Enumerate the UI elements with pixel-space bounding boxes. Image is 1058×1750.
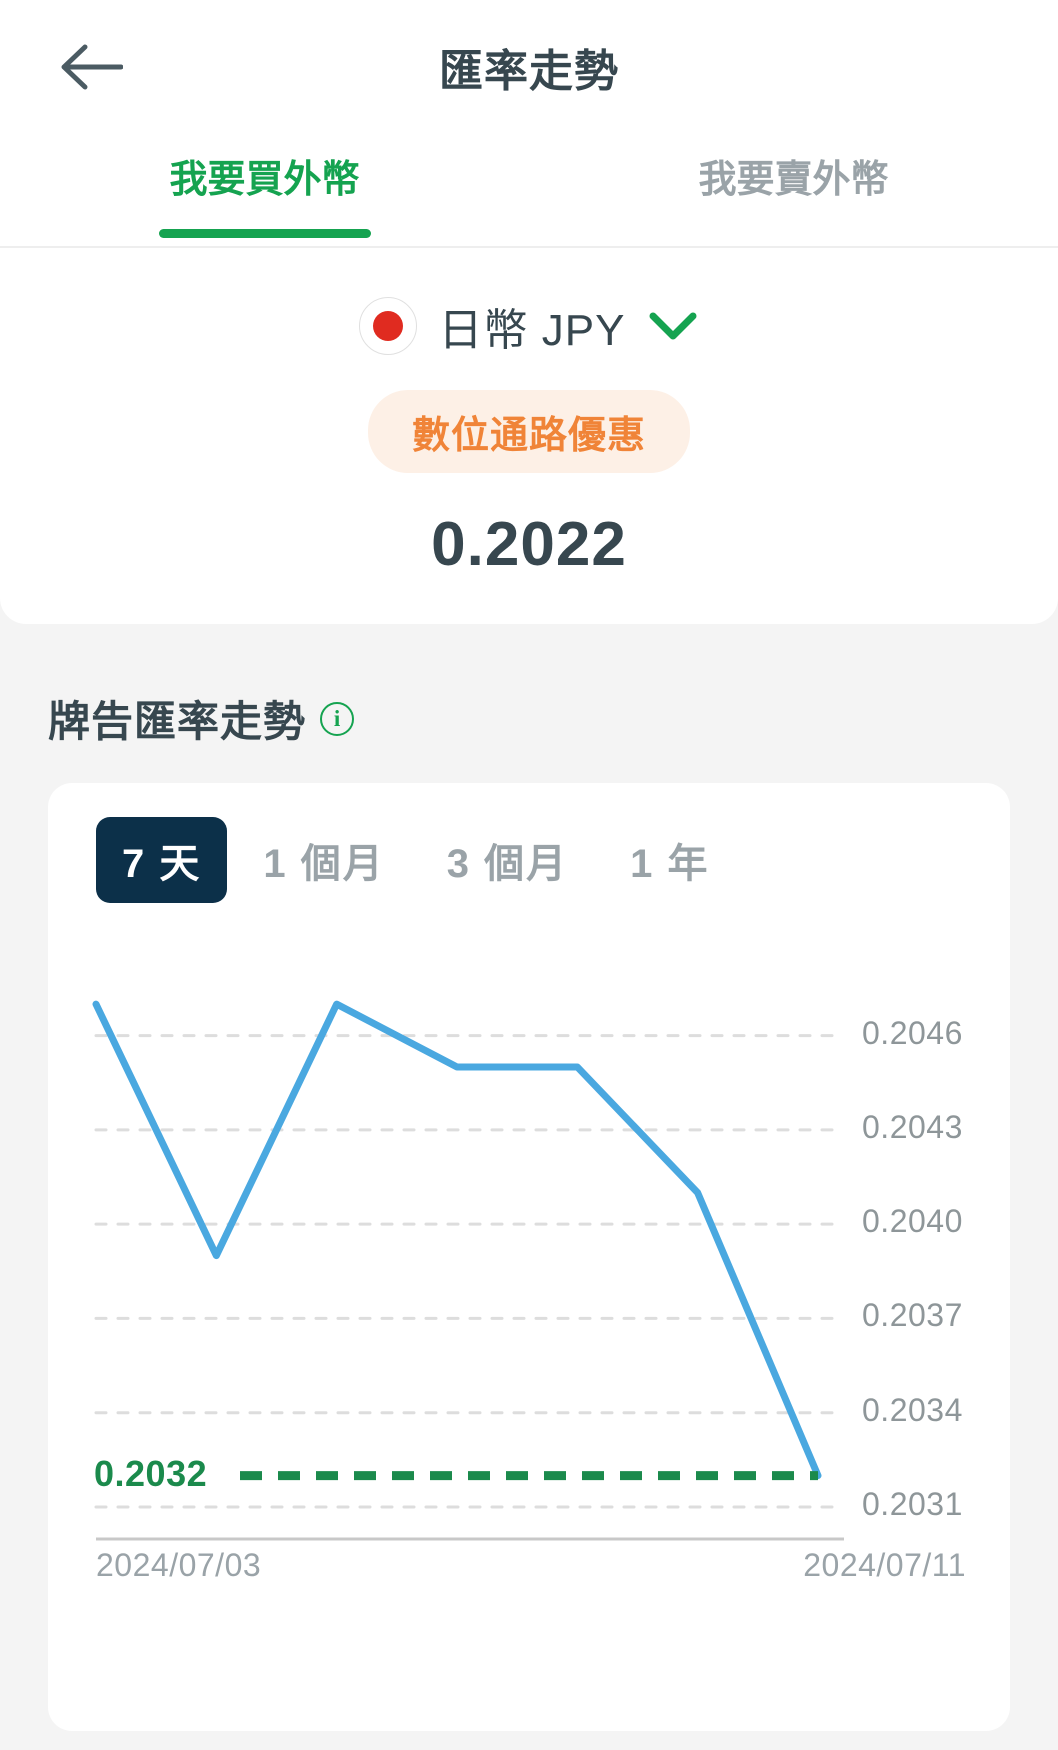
chart-section-header: 牌告匯率走勢 i: [0, 624, 1058, 749]
current-rate-value: 0.2022: [431, 510, 627, 579]
currency-label: 日幣 JPY: [438, 306, 626, 355]
tab-sell-label: 我要賣外幣: [698, 159, 889, 201]
chevron-down-icon[interactable]: [647, 309, 699, 343]
chart-y-tick-label: 0.2043: [862, 1108, 963, 1145]
range-chip-3m[interactable]: 3 個月: [421, 817, 594, 903]
range-chip-7d[interactable]: 7 天: [96, 817, 228, 903]
back-arrow-icon[interactable]: [48, 32, 134, 102]
chart-y-tick-label: 0.2031: [862, 1486, 963, 1522]
range-chip-7d-label: 7 天: [122, 842, 202, 886]
app-header: 匯率走勢: [0, 0, 1058, 134]
chart-section-title: 牌告匯率走勢: [48, 698, 307, 745]
tab-buy-foreign-currency[interactable]: 我要買外幣: [0, 134, 529, 246]
range-selector: 7 天 1 個月 3 個月 1 年: [48, 817, 1010, 903]
japan-flag-disc: [372, 311, 403, 341]
currency-selector[interactable]: 日幣 JPY: [358, 294, 700, 358]
chart-x-start-date: 2024/07/03: [96, 1547, 262, 1583]
chart-y-tick-label: 0.2040: [862, 1203, 963, 1240]
chart-y-tick-label: 0.2037: [862, 1297, 963, 1334]
rate-summary-card: 日幣 JPY 數位通路優惠 0.2022: [0, 248, 1058, 624]
back-arrow-glyph: [61, 44, 123, 90]
rate-line-chart[interactable]: [48, 947, 1010, 1587]
chart-gridlines: [94, 1034, 846, 1509]
chart-y-tick-label: 0.2034: [862, 1391, 963, 1428]
chart-plot-area: 0.2046 0.2043 0.2040 0.2037 0.2034 0.2031 0.2…: [48, 947, 1010, 1587]
chart-y-tick-label: 0.2046: [862, 1014, 963, 1051]
tabbar-divider: [0, 246, 1058, 248]
range-chip-1m[interactable]: 1 個月: [237, 817, 410, 903]
range-chip-1y-label: 1 年: [630, 842, 710, 886]
rate-trend-chart-card: 7 天 1 個月 3 個月 1 年 0.2046 0.2043 0.2040 0.20…: [48, 783, 1010, 1731]
tab-buy-label: 我要買外幣: [169, 159, 360, 201]
chart-data-line: [92, 1000, 822, 1480]
info-circle-icon[interactable]: i: [320, 701, 355, 736]
tab-sell-foreign-currency[interactable]: 我要賣外幣: [529, 134, 1058, 246]
page-title: 匯率走勢: [439, 47, 619, 96]
range-chip-1y[interactable]: 1 年: [604, 817, 735, 903]
chart-x-end-date: 2024/07/11: [803, 1547, 966, 1583]
buy-sell-tabbar: 我要買外幣 我要賣外幣: [0, 134, 1058, 246]
range-chip-3m-label: 3 個月: [446, 842, 569, 886]
chart-min-value-label: 0.2032: [94, 1452, 208, 1494]
japan-flag-icon: [358, 297, 417, 355]
promo-badge: 數位通路優惠: [367, 390, 690, 473]
range-chip-1m-label: 1 個月: [263, 842, 385, 886]
